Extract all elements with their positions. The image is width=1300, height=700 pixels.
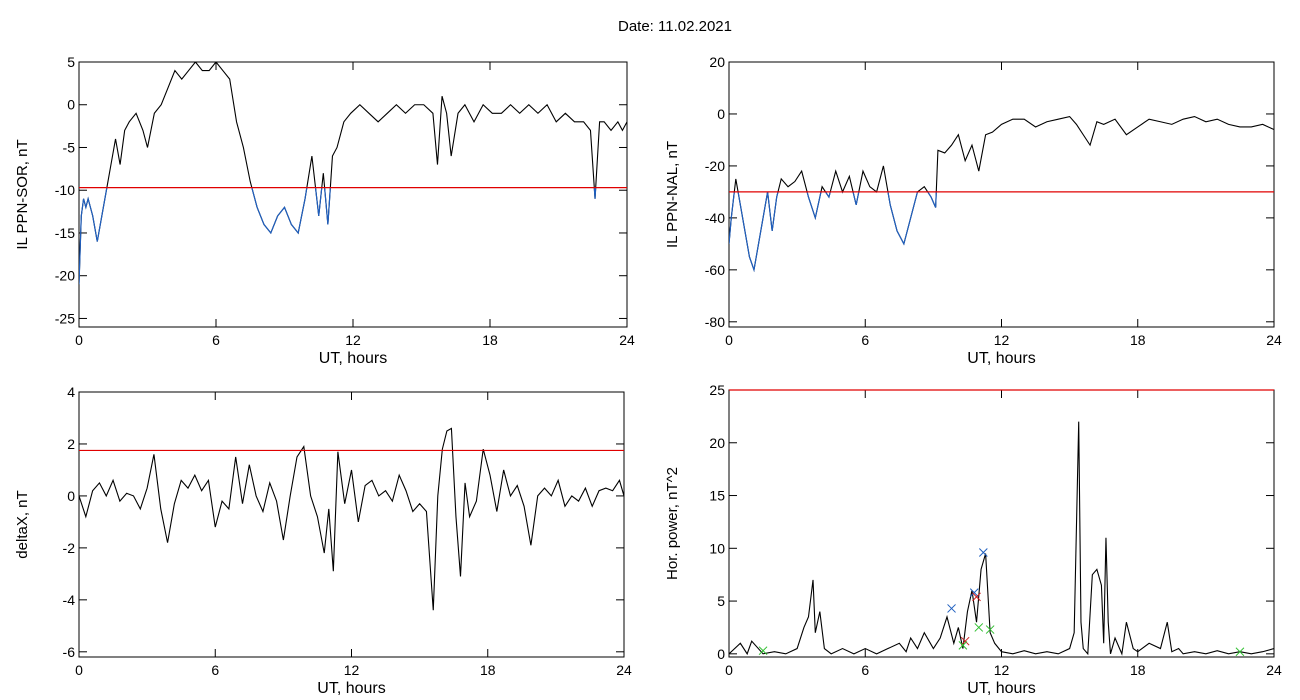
y-axis-label: Hor. power, nT^2 — [664, 467, 681, 580]
chart-panel-3: 0 6 12 18 24 4 2 0 -2 -4 -6 UT, hours deltaX, nT — [14, 384, 632, 697]
plot-frame — [78, 391, 625, 658]
marker-green — [985, 625, 995, 634]
x-tick-label: 18 — [480, 662, 496, 678]
x-axis-label: UT, hours — [317, 680, 385, 697]
series-line-below-threshold — [729, 191, 937, 273]
series-line — [79, 427, 624, 611]
series-line — [729, 421, 1274, 656]
marker-green — [758, 646, 768, 656]
marker-green — [958, 641, 968, 650]
x-tick-label: 12 — [994, 662, 1010, 678]
x-axis-label: UT, hours — [967, 680, 1035, 697]
x-tick-label: 18 — [1130, 662, 1146, 678]
x-axis-label: UT, hours — [967, 350, 1035, 367]
y-tick-label: -4 — [63, 592, 76, 608]
series-line — [79, 62, 627, 285]
marker-stroke — [974, 623, 984, 632]
marker-green — [974, 623, 984, 632]
x-tick-label: 6 — [861, 332, 869, 348]
y-tick-label: 15 — [709, 488, 725, 504]
chart-panel-1: 0 6 12 18 24 5 0 -5 -10 -15 -20 -25 UT, hours IL PPN-… — [14, 54, 635, 367]
chart-panel-4: 0 6 12 18 24 25 20 15 10 5 0 UT, hours Hor. power, n… — [664, 382, 1282, 697]
y-tick-label: 2 — [67, 436, 75, 452]
x-tick-label: 6 — [212, 332, 220, 348]
y-tick-label: 0 — [67, 488, 75, 504]
page-title: Date: 11.02.2021 — [618, 18, 732, 35]
x-tick-label: 12 — [345, 332, 361, 348]
marker-stroke — [960, 636, 970, 646]
marker-blue — [969, 588, 979, 597]
marker-blue — [978, 548, 988, 557]
plot-frame — [728, 61, 1275, 328]
x-tick-label: 24 — [1266, 662, 1282, 678]
y-axis-label: IL PPN-NAL, nT — [664, 141, 681, 248]
y-tick-label: 20 — [709, 54, 725, 70]
x-tick-label: 0 — [725, 332, 733, 348]
marker-blue — [947, 604, 956, 613]
marker-stroke — [985, 625, 995, 634]
x-tick-label: 18 — [482, 332, 498, 348]
x-tick-label: 24 — [616, 662, 632, 678]
x-tick-label: 18 — [1130, 332, 1146, 348]
y-tick-label: 0 — [717, 646, 725, 662]
y-tick-label: -80 — [705, 314, 725, 330]
y-tick-label: -60 — [705, 262, 725, 278]
y-tick-label: -40 — [705, 210, 725, 226]
y-tick-label: 25 — [709, 382, 725, 398]
x-tick-label: 12 — [994, 332, 1010, 348]
x-tick-label: 24 — [619, 332, 635, 348]
x-tick-label: 0 — [725, 662, 733, 678]
y-axis-label: deltaX, nT — [14, 490, 31, 558]
series-line-below-threshold — [79, 187, 597, 285]
marker-stroke — [978, 548, 988, 557]
marker-red — [972, 592, 981, 602]
y-tick-label: 0 — [717, 106, 725, 122]
y-tick-label: 10 — [709, 540, 725, 556]
y-tick-label: -6 — [63, 644, 76, 660]
x-tick-label: 24 — [1266, 332, 1282, 348]
y-tick-label: 20 — [709, 435, 725, 451]
x-tick-label: 12 — [344, 662, 360, 678]
x-tick-label: 6 — [861, 662, 869, 678]
y-tick-label: 5 — [717, 593, 725, 609]
y-tick-label: 5 — [67, 54, 75, 70]
plot-frame — [78, 61, 628, 328]
x-axis-label: UT, hours — [319, 350, 387, 367]
x-tick-label: 0 — [75, 662, 83, 678]
marker-stroke — [947, 604, 956, 613]
marker-stroke — [969, 588, 979, 597]
chart-panel-2: 0 6 12 18 24 20 0 -20 -40 -60 -80 UT, hours IL PPN-N… — [664, 54, 1282, 367]
marker-red — [960, 636, 970, 646]
y-tick-label: -15 — [55, 225, 75, 241]
marker-stroke — [1235, 647, 1245, 657]
x-tick-label: 6 — [211, 662, 219, 678]
y-axis-label: IL PPN-SOR, nT — [14, 139, 31, 249]
marker-green — [1235, 647, 1245, 657]
y-tick-label: 4 — [67, 384, 75, 400]
y-tick-label: -20 — [55, 268, 75, 284]
y-tick-label: -25 — [55, 310, 75, 326]
y-tick-label: 0 — [67, 97, 75, 113]
y-tick-label: -10 — [55, 182, 75, 198]
marker-stroke — [958, 641, 968, 650]
marker-stroke — [972, 592, 981, 602]
y-tick-label: -2 — [63, 540, 76, 556]
series-line — [729, 115, 1274, 273]
x-tick-label: 0 — [75, 332, 83, 348]
y-tick-label: -20 — [705, 158, 725, 174]
marker-stroke — [758, 646, 768, 656]
y-tick-label: -5 — [63, 139, 76, 155]
plot-frame — [728, 389, 1275, 658]
